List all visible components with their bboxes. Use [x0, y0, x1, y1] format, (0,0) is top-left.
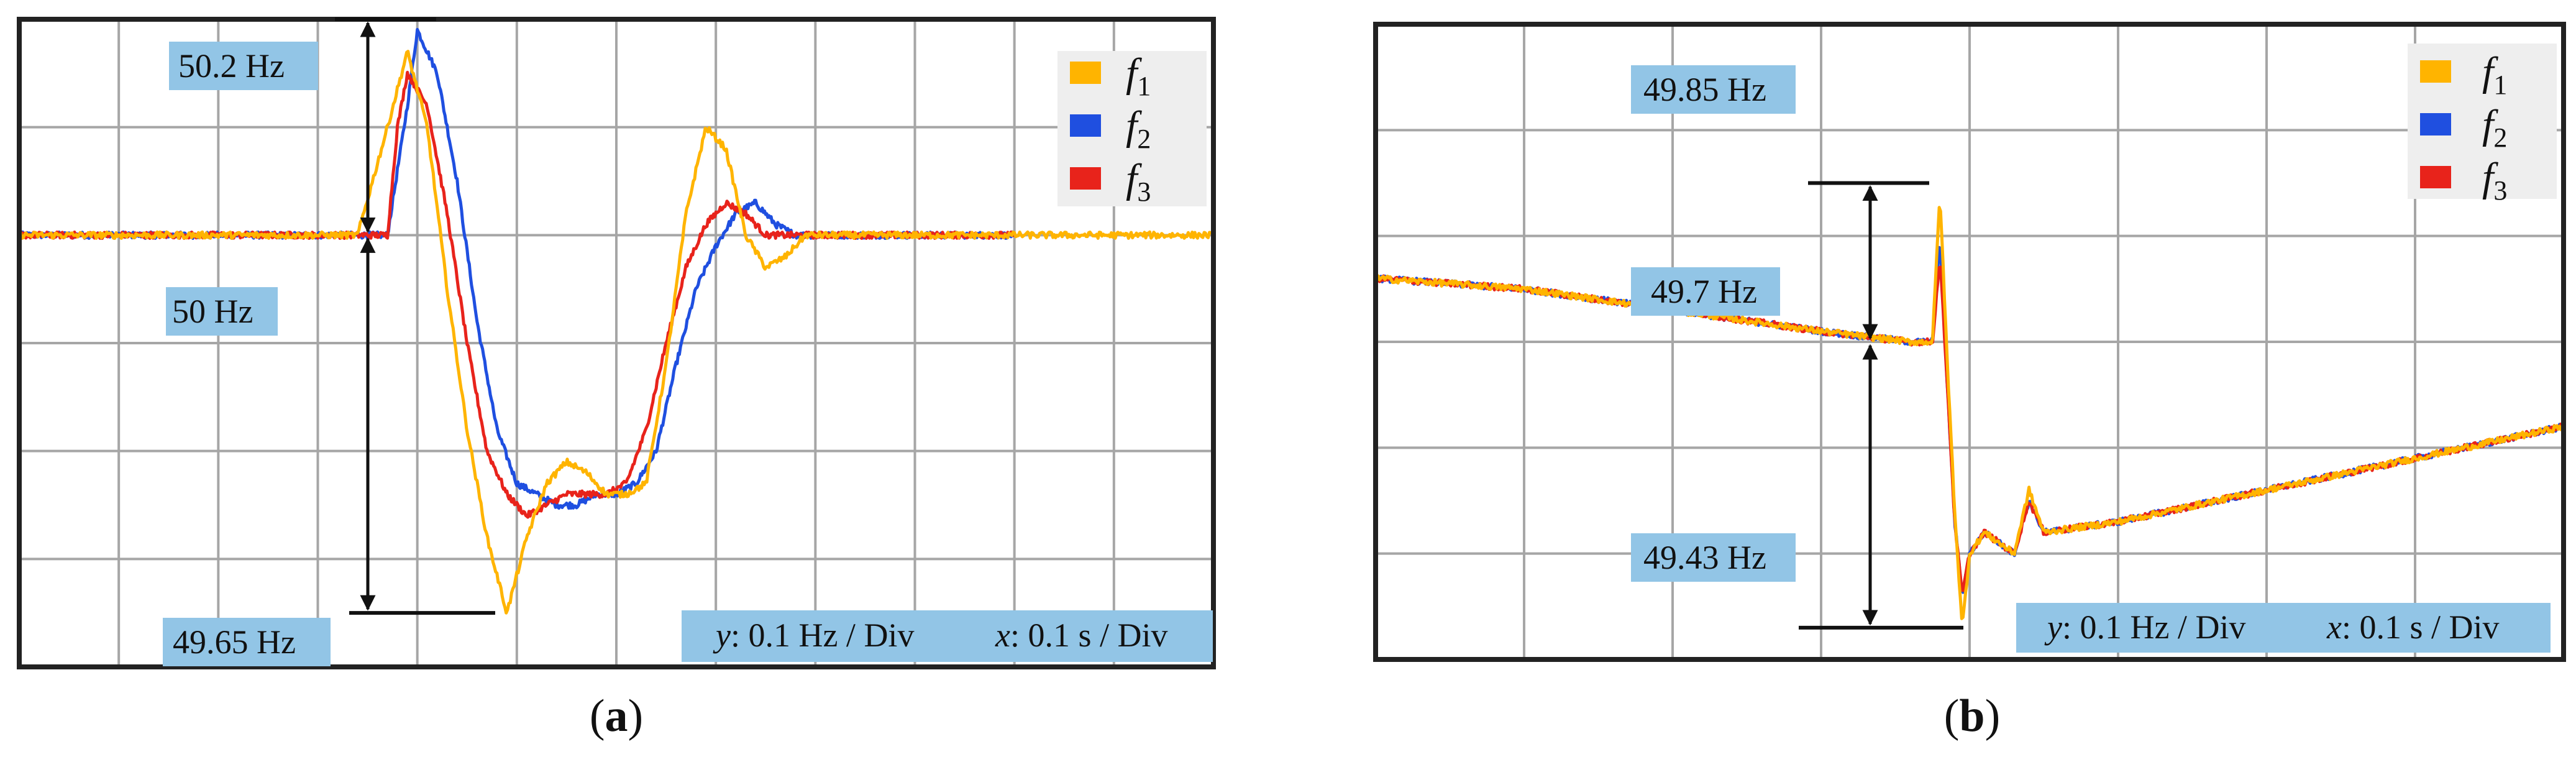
legend-label-subscript: 3	[1137, 177, 1151, 207]
annotation-label-box	[166, 287, 278, 336]
scale-x-var: x	[995, 617, 1010, 654]
legend-label-subscript: 2	[1137, 124, 1151, 154]
series-line-f1	[19, 50, 1214, 615]
grid	[19, 19, 1213, 667]
legend-swatch-f2	[2420, 113, 2451, 135]
annotation-label-pre: 49.7 Hz	[1651, 273, 1757, 310]
scale-box	[2016, 603, 2551, 653]
legend-label-subscript: 3	[2493, 175, 2507, 206]
annotation-label-box	[1631, 267, 1780, 316]
annotation-label-max: 50.2 Hz	[178, 47, 285, 85]
annotation-label-min: 49.43 Hz	[1643, 539, 1766, 576]
scale-y-var: y	[2044, 608, 2062, 646]
plot-frame	[17, 17, 1216, 669]
annotation-label-nominal: 50 Hz	[172, 293, 253, 330]
legend-swatch-f1	[1070, 62, 1101, 84]
legend-label-subscript: 1	[2493, 70, 2507, 100]
scale-x-text: x: 0.1 s / Div	[995, 617, 1168, 654]
caption-b: (b)	[1943, 691, 2001, 741]
legend-label-subscript: 2	[2493, 122, 2507, 153]
caption-a-letter: a	[605, 691, 628, 741]
scale-y-rest: : 0.1 Hz / Div	[2062, 608, 2245, 646]
scale-x-var: x	[2326, 608, 2342, 646]
scale-y-text: y: 0.1 Hz / Div	[713, 617, 914, 654]
annotation-label-box	[163, 618, 331, 666]
legend-swatch-f3	[2420, 166, 2451, 188]
legend-label-f1: f1	[1126, 50, 1151, 101]
caption-b-letter: b	[1959, 691, 1985, 741]
annotation-label-max: 49.85 Hz	[1643, 71, 1766, 108]
annotation-label-box	[169, 42, 318, 90]
legend-swatch-f3	[1070, 167, 1101, 190]
series-line-f1	[1375, 206, 2565, 620]
annotation-label-box	[1631, 65, 1796, 114]
legend-swatch-f2	[1070, 114, 1101, 137]
plot-frame	[1373, 22, 2566, 662]
scale-y-rest: : 0.1 Hz / Div	[731, 617, 914, 654]
annotation-label-box	[1631, 533, 1796, 582]
scale-x-rest: : 0.1 s / Div	[2342, 608, 2500, 646]
annotation-label-min: 49.65 Hz	[173, 623, 296, 661]
scale-box	[682, 610, 1213, 662]
legend-label-subscript: 1	[1137, 71, 1151, 101]
scale-x-rest: : 0.1 s / Div	[1010, 617, 1168, 654]
caption-a: (a)	[589, 691, 644, 741]
scale-y-text: y: 0.1 Hz / Div	[2044, 608, 2245, 646]
scale-y-var: y	[713, 617, 731, 654]
legend-swatch-f1	[2420, 60, 2451, 83]
scale-x-text: x: 0.1 s / Div	[2326, 608, 2500, 646]
